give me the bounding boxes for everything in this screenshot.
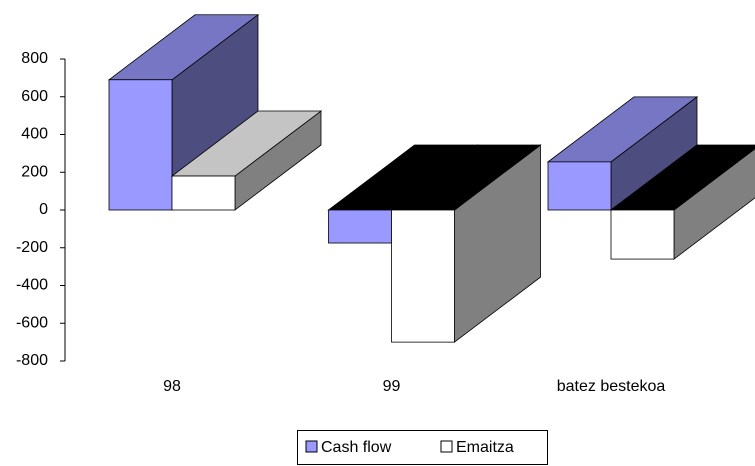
- y-tick-label: 600: [21, 88, 48, 105]
- legend-box: [297, 430, 548, 465]
- y-tick-label: -800: [16, 352, 48, 369]
- y-tick-label: -200: [16, 239, 48, 256]
- bar: [609, 144, 755, 260]
- y-tick-label: 400: [21, 126, 48, 143]
- bar-front: [391, 209, 455, 343]
- legend-swatch: [440, 440, 453, 453]
- x-tick-label: batez bestekoa: [557, 378, 666, 395]
- legend-swatch: [305, 440, 318, 453]
- bar: [546, 96, 699, 211]
- bar: [390, 144, 542, 343]
- y-tick-label: -600: [16, 314, 48, 331]
- bar-front: [547, 161, 612, 211]
- y-tick-label: 0: [39, 201, 48, 218]
- bar-front: [171, 175, 236, 211]
- y-tick-label: 200: [21, 163, 48, 180]
- x-tick-label: 98: [163, 378, 181, 395]
- y-tick-label: 800: [21, 50, 48, 67]
- legend-label: Emaitza: [456, 439, 514, 456]
- x-tick-label: 99: [383, 378, 401, 395]
- bar: [170, 110, 323, 211]
- bar-front: [328, 209, 392, 244]
- y-tick-label: -400: [16, 277, 48, 294]
- legend-label: Cash flow: [321, 439, 392, 456]
- bar-front: [108, 79, 173, 211]
- bar-front: [610, 209, 675, 260]
